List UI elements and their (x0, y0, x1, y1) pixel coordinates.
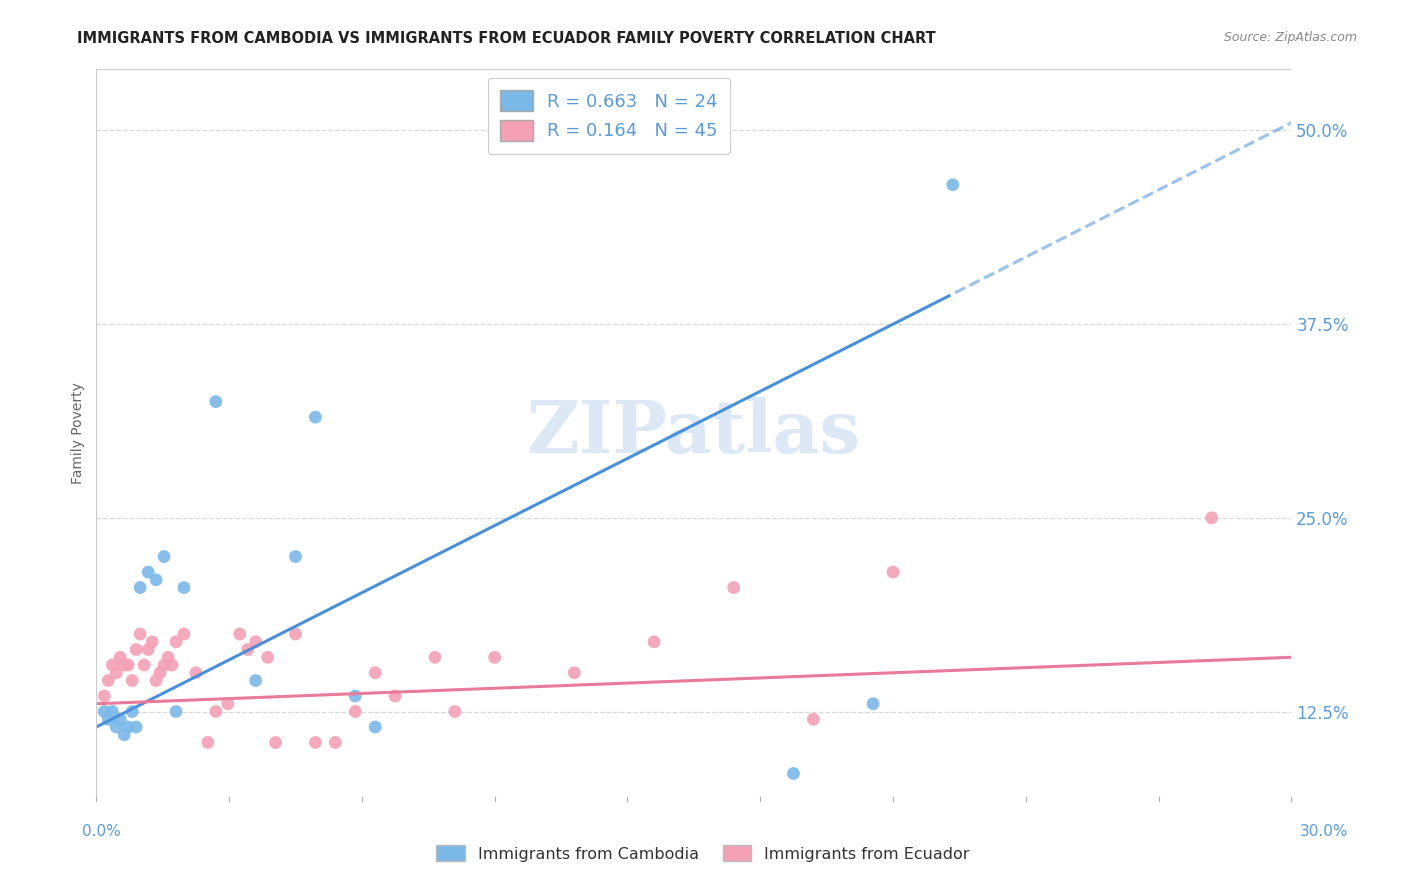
Text: 0.0%: 0.0% (82, 824, 121, 838)
Point (105, 665, 128, 680)
Point (129, 627, 152, 641)
Point (173, 627, 195, 641)
Text: IMMIGRANTS FROM CAMBODIA VS IMMIGRANTS FROM ECUADOR FAMILY POVERTY CORRELATION C: IMMIGRANTS FROM CAMBODIA VS IMMIGRANTS F… (77, 31, 936, 46)
Point (145, 573, 167, 587)
Point (284, 549, 307, 564)
Point (236, 642, 259, 657)
Point (97, 712, 120, 726)
Point (157, 650, 180, 665)
Point (149, 665, 172, 680)
Legend: Immigrants from Cambodia, Immigrants from Ecuador: Immigrants from Cambodia, Immigrants fro… (430, 838, 976, 868)
Point (121, 673, 143, 688)
Point (153, 549, 176, 564)
Point (229, 627, 252, 641)
Point (136, 642, 159, 657)
Point (112, 728, 135, 742)
Point (160, 658, 183, 673)
Point (344, 705, 367, 719)
Point (184, 665, 207, 680)
Point (112, 658, 135, 673)
Point (264, 735, 287, 749)
Point (256, 650, 278, 665)
Point (245, 673, 267, 688)
Point (110, 712, 132, 726)
Point (942, 178, 965, 192)
Y-axis label: Family Poverty: Family Poverty (72, 382, 86, 483)
Point (145, 673, 167, 688)
Point (344, 689, 367, 703)
Point (165, 634, 187, 648)
Point (384, 689, 406, 703)
Point (134, 658, 156, 673)
Point (141, 634, 163, 648)
Point (105, 720, 128, 734)
Point (364, 720, 387, 734)
Point (862, 697, 884, 711)
Point (364, 665, 387, 680)
Point (110, 650, 132, 665)
Point (245, 634, 267, 648)
Point (205, 394, 228, 409)
Point (129, 581, 152, 595)
Point (117, 720, 139, 734)
Point (643, 634, 665, 648)
Point (136, 565, 159, 579)
Point (205, 705, 228, 719)
Text: Source: ZipAtlas.com: Source: ZipAtlas.com (1223, 31, 1357, 45)
Point (125, 642, 148, 657)
Point (484, 650, 506, 665)
Text: 30.0%: 30.0% (1301, 824, 1348, 838)
Point (101, 705, 124, 719)
Point (325, 735, 347, 749)
Point (165, 705, 187, 719)
Point (153, 658, 176, 673)
Point (125, 720, 148, 734)
Point (284, 627, 307, 641)
Point (93, 689, 115, 703)
Point (1201, 511, 1223, 525)
Point (444, 705, 467, 719)
Point (101, 658, 124, 673)
Point (93, 705, 115, 719)
Text: ZIPatlas: ZIPatlas (527, 397, 860, 468)
Point (197, 735, 219, 749)
Point (217, 697, 239, 711)
Point (173, 581, 195, 595)
Point (723, 581, 745, 595)
Point (782, 766, 804, 780)
Point (304, 735, 326, 749)
Point (882, 565, 904, 579)
Point (97, 673, 120, 688)
Point (304, 410, 326, 425)
Point (562, 665, 585, 680)
Point (121, 705, 143, 719)
Point (801, 712, 824, 726)
Legend: R = 0.663   N = 24, R = 0.164   N = 45: R = 0.663 N = 24, R = 0.164 N = 45 (488, 78, 731, 153)
Point (117, 658, 139, 673)
Point (423, 650, 446, 665)
